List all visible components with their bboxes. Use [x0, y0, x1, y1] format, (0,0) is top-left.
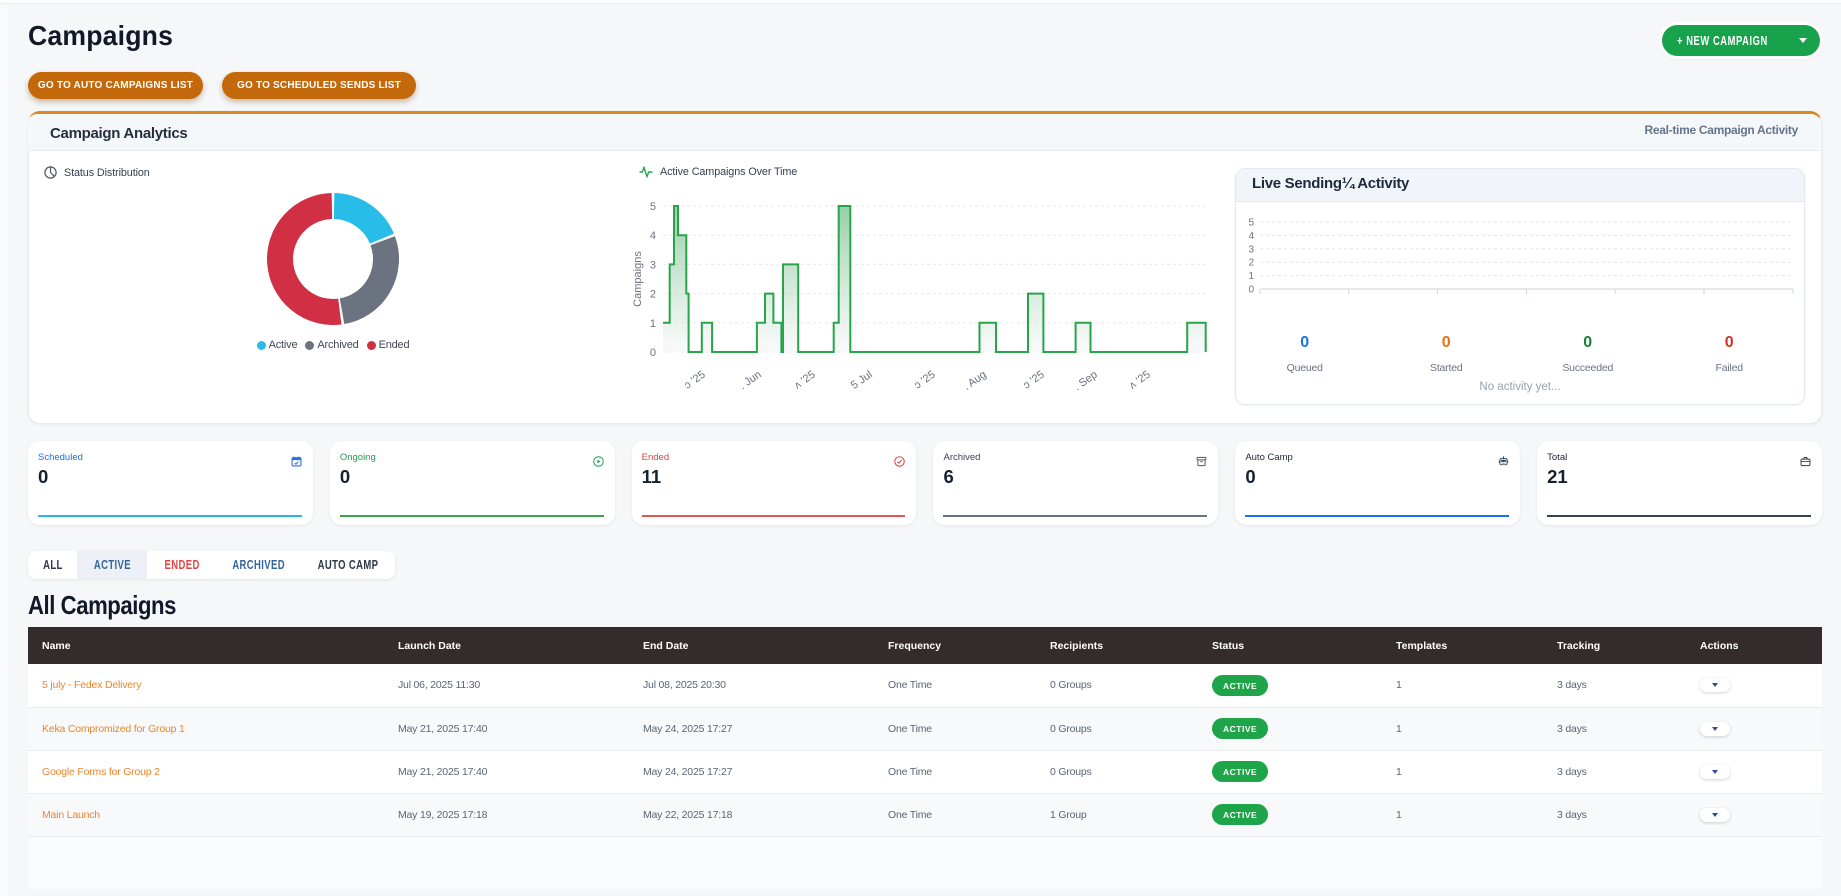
svg-text:1: 1 — [1248, 271, 1254, 282]
svg-text:5 Jul: 5 Jul — [849, 369, 875, 390]
svg-text:ɔ '25: ɔ '25 — [682, 369, 708, 390]
svg-text:ʌ '25: ʌ '25 — [792, 369, 818, 390]
svg-text:ɔ '25: ɔ '25 — [912, 369, 938, 390]
svg-text:2: 2 — [650, 289, 656, 301]
svg-text:3: 3 — [650, 259, 656, 271]
svg-text:5: 5 — [1248, 218, 1254, 229]
svg-text:ɔ '25: ɔ '25 — [1021, 369, 1047, 390]
svg-text:0: 0 — [650, 347, 656, 359]
svg-text:. Jun: . Jun — [737, 369, 763, 390]
svg-text:3: 3 — [1248, 244, 1254, 255]
svg-text:0: 0 — [1248, 285, 1254, 296]
svg-text:ʌ '25: ʌ '25 — [1127, 369, 1153, 390]
svg-text:5: 5 — [650, 201, 656, 213]
svg-text:1: 1 — [650, 318, 656, 330]
svg-text:Campaigns: Campaigns — [632, 251, 644, 307]
svg-text:4: 4 — [650, 230, 656, 242]
svg-text:. Aug: . Aug — [961, 369, 988, 390]
svg-text:2: 2 — [1248, 258, 1254, 269]
svg-text:. Sep: . Sep — [1072, 369, 1100, 390]
svg-text:4: 4 — [1248, 231, 1254, 242]
